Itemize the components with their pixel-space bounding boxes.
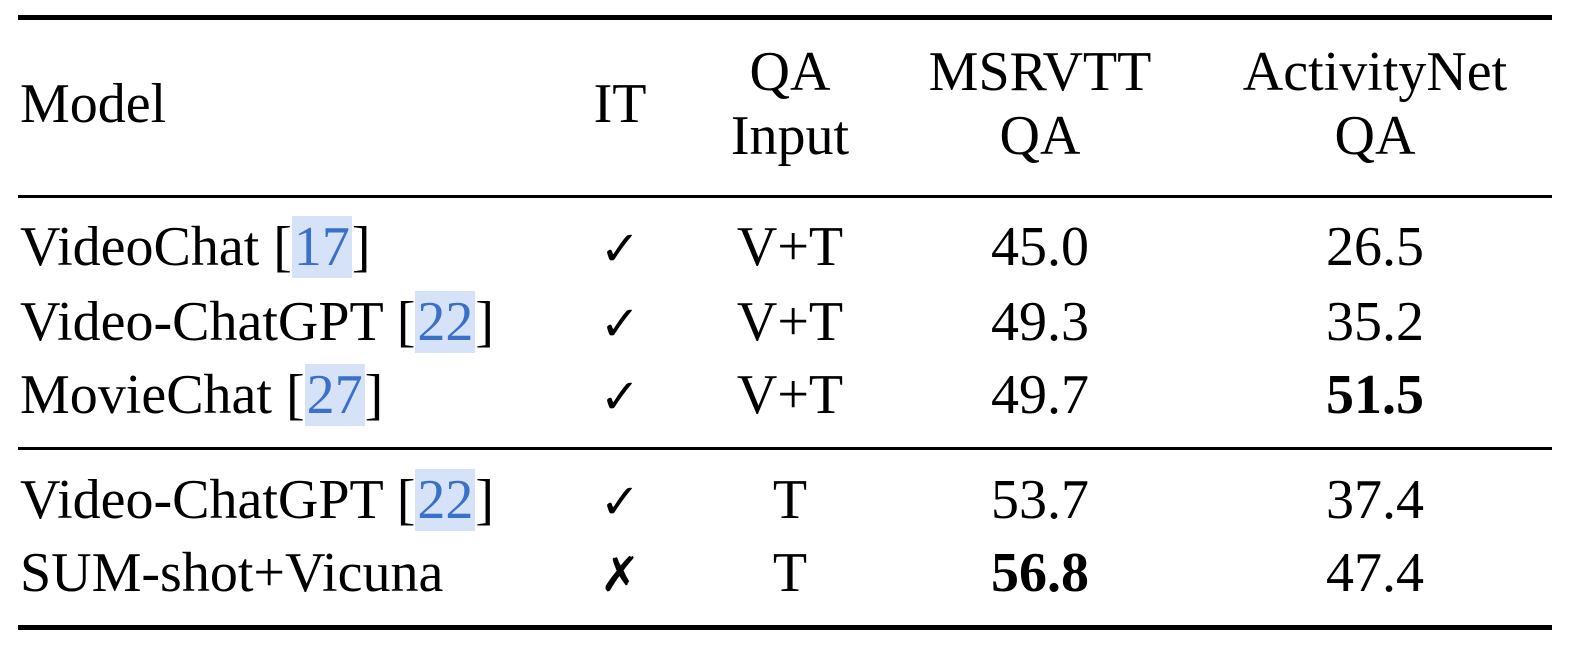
row-2-cite-open: [ — [285, 364, 305, 426]
header-msrvtt-qa: MSRVTT QA — [905, 40, 1175, 168]
row-1-activitynet: 35.2 — [1326, 291, 1424, 353]
row-2-msrvtt: 49.7 — [991, 364, 1089, 426]
row-4-activitynet: 47.4 — [1326, 542, 1424, 604]
row-1-cite-open: [ — [396, 291, 416, 353]
check-icon: ✓ — [599, 296, 641, 352]
header-qa-input-line2: Input — [730, 105, 850, 167]
row-3-cite-close: ] — [475, 469, 494, 531]
row-1-it: ✓ — [560, 290, 680, 354]
header-qa-input: QA Input — [700, 40, 880, 168]
header-activitynet-line1: ActivityNet — [1242, 41, 1508, 103]
row-1-cite-close: ] — [475, 291, 494, 353]
check-icon: ✓ — [599, 369, 641, 425]
header-msrvtt-line2: QA — [999, 105, 1081, 167]
row-3-activitynet: 37.4 — [1326, 469, 1424, 531]
header-activitynet-line2: QA — [1334, 105, 1416, 167]
row-0-cite-open: [ — [273, 216, 292, 278]
cross-icon: ✗ — [599, 547, 641, 603]
row-2-cite-close: ] — [364, 364, 384, 426]
row-4-it: ✗ — [560, 541, 680, 605]
header-model: Model — [20, 73, 167, 135]
row-0-qa-input: V+T — [736, 216, 844, 278]
row-3-msrvtt: 53.7 — [991, 469, 1089, 531]
bottom-rule — [18, 625, 1552, 630]
row-1-msrvtt: 49.3 — [991, 291, 1089, 353]
header-qa-input-line1: QA — [749, 41, 831, 103]
row-4-model: SUM-shot+Vicuna — [20, 542, 444, 604]
top-rule — [18, 15, 1552, 20]
row-0-activitynet: 26.5 — [1326, 216, 1424, 278]
row-2-it: ✓ — [560, 363, 680, 427]
row-1-qa-input: V+T — [736, 291, 844, 353]
row-2-qa-input: V+T — [736, 364, 844, 426]
header-activitynet-qa: ActivityNet QA — [1220, 40, 1530, 168]
row-3-qa-input: T — [772, 469, 808, 531]
row-1-model-name: Video-ChatGPT — [20, 291, 383, 353]
row-1-model: Video-ChatGPT [22] — [20, 290, 494, 354]
row-2-model: MovieChat [27] — [20, 363, 383, 427]
row-3-cite-open: [ — [396, 469, 416, 531]
row-2-model-name: MovieChat — [20, 364, 272, 426]
row-4-qa-input: T — [772, 542, 808, 604]
row-3-citation-link[interactable]: 22 — [415, 469, 476, 531]
row-2-citation-link[interactable]: 27 — [304, 364, 365, 426]
row-0-cite-close: ] — [351, 216, 371, 278]
row-0-model-name: VideoChat — [20, 216, 260, 278]
check-icon: ✓ — [599, 221, 641, 277]
row-3-model-name: Video-ChatGPT — [20, 469, 383, 531]
check-icon: ✓ — [599, 474, 641, 530]
row-2-activitynet: 51.5 — [1326, 364, 1424, 426]
row-0-model: VideoChat [17] — [20, 215, 371, 279]
header-msrvtt-line1: MSRVTT — [928, 41, 1152, 103]
row-3-it: ✓ — [560, 468, 680, 532]
group-separator-rule — [18, 447, 1552, 450]
header-rule — [18, 195, 1552, 198]
row-0-msrvtt: 45.0 — [991, 216, 1089, 278]
header-it: IT — [593, 73, 647, 135]
row-0-citation-link[interactable]: 17 — [291, 216, 352, 278]
row-3-model: Video-ChatGPT [22] — [20, 468, 494, 532]
row-4-msrvtt: 56.8 — [991, 542, 1089, 604]
row-1-citation-link[interactable]: 22 — [415, 291, 476, 353]
row-0-it: ✓ — [560, 215, 680, 279]
